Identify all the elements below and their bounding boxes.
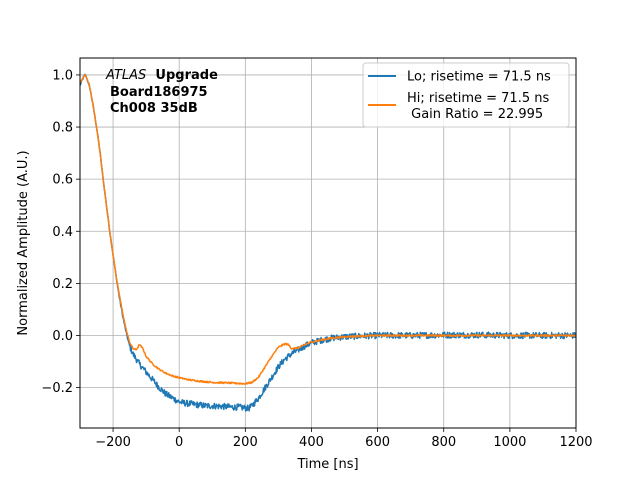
x-tick-label: 200 <box>233 435 258 450</box>
annotation-channel: Ch008 35dB <box>110 101 198 116</box>
y-axis-ticks: −0.2 0.0 0.2 0.4 0.6 0.8 1.0 <box>41 68 80 396</box>
y-tick-label: 0.4 <box>52 225 73 240</box>
annotation-line-1: ATLAS Upgrade <box>105 68 218 83</box>
annotation-atlas: ATLAS <box>105 68 146 83</box>
y-tick-label: 0.2 <box>52 277 73 292</box>
y-tick-label: 0.8 <box>52 121 73 136</box>
y-tick-label: −0.2 <box>41 381 73 396</box>
annotation-board: Board186975 <box>110 85 208 100</box>
x-tick-label: 1000 <box>493 435 526 450</box>
atlas-annotation: ATLAS Upgrade Board186975 Ch008 35dB <box>105 68 218 116</box>
x-axis-label: Time [ns] <box>296 457 358 472</box>
x-tick-label: 1200 <box>559 435 592 450</box>
y-axis-label: Normalized Amplitude (A.U.) <box>16 150 31 335</box>
y-tick-label: 0.6 <box>52 173 73 188</box>
legend-label-lo: Lo; risetime = 71.5 ns <box>407 70 551 85</box>
plot-area <box>80 73 576 412</box>
legend-label-hi-line: Gain Ratio = 22.995 <box>407 107 543 122</box>
y-tick-label: 0.0 <box>52 329 73 344</box>
axes-frame <box>79 57 577 429</box>
x-axis-ticks: −200 0 200 400 600 800 1000 1200 <box>95 428 593 450</box>
y-tick-label: 1.0 <box>52 68 73 83</box>
legend-label-hi-line: Hi; risetime = 71.5 ns <box>407 91 549 106</box>
x-tick-label: 600 <box>365 435 390 450</box>
x-tick-label: 800 <box>431 435 456 450</box>
annotation-upgrade: Upgrade <box>155 68 218 83</box>
x-tick-label: −200 <box>95 435 131 450</box>
x-tick-label: 400 <box>299 435 324 450</box>
legend: Lo; risetime = 71.5 ns Hi; risetime = 71… <box>362 62 570 128</box>
series-line-hi <box>80 74 576 386</box>
legend-box <box>362 62 570 128</box>
x-tick-label: 0 <box>175 435 183 450</box>
legend-label-hi: Hi; risetime = 71.5 ns Gain Ratio = 22.9… <box>407 91 549 122</box>
